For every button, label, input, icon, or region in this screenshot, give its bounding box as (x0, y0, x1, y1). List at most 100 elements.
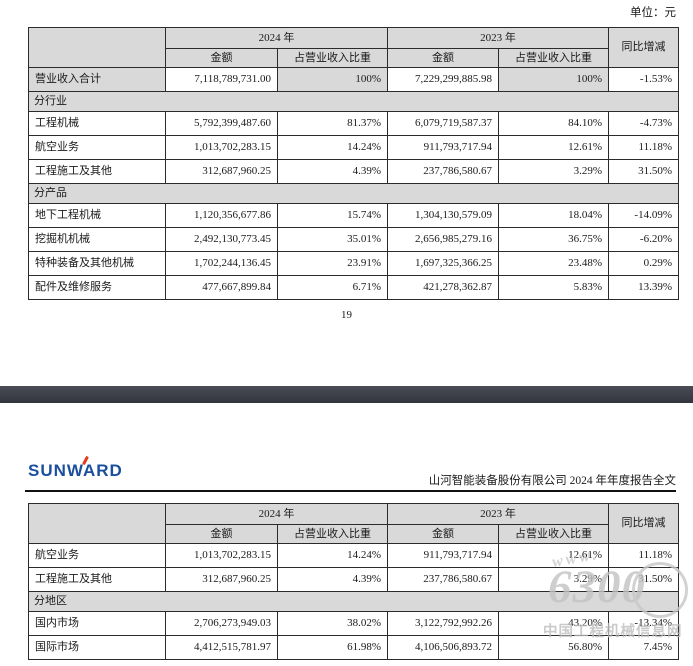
yoy-change: 11.18% (608, 135, 679, 160)
share-2024: 14.24% (277, 543, 388, 568)
amount-2024-header: 金额 (165, 48, 278, 68)
yoy-change: -13.34% (608, 611, 679, 636)
amount-2024: 1,013,702,283.15 (165, 543, 278, 568)
yoy-change: -14.09% (608, 203, 679, 228)
amount-2024: 1,013,702,283.15 (165, 135, 278, 160)
table-row: 国际市场 4,412,515,781.97 61.98% 4,106,506,8… (28, 635, 679, 660)
share-2024-header: 占营业收入比重 (277, 524, 388, 544)
corner-cell (28, 27, 166, 68)
revenue-breakdown-table-page19: 2024 年 2023 年 同比增减 金额 占营业收入比重 金额 占营业收入比重… (28, 27, 679, 300)
yoy-change: -1.53% (608, 67, 679, 92)
section-row: 分行业 (28, 91, 679, 112)
share-2024: 100% (277, 67, 388, 92)
share-2024: 14.24% (277, 135, 388, 160)
share-2024-header: 占营业收入比重 (277, 48, 388, 68)
share-2024: 23.91% (277, 251, 388, 276)
amount-2023: 7,229,299,885.98 (387, 67, 499, 92)
share-2024: 4.39% (277, 159, 388, 184)
share-2023-header: 占营业收入比重 (498, 524, 609, 544)
row-label: 配件及维修服务 (28, 275, 166, 300)
share-2024: 81.37% (277, 111, 388, 136)
yoy-change: 13.39% (608, 275, 679, 300)
amount-2024: 477,667,899.84 (165, 275, 278, 300)
year-2023-header: 2023 年 (387, 27, 609, 49)
share-2023: 12.61% (498, 135, 609, 160)
share-2024: 4.39% (277, 567, 388, 592)
amount-2023-header: 金额 (387, 48, 499, 68)
unit-label: 单位：元 (630, 7, 676, 19)
share-2023: 18.04% (498, 203, 609, 228)
table-row: 航空业务 1,013,702,283.15 14.24% 911,793,717… (28, 135, 679, 160)
row-label: 营业收入合计 (28, 67, 166, 92)
amount-2023: 237,786,580.67 (387, 567, 499, 592)
row-label: 地下工程机械 (28, 203, 166, 228)
table-row: 挖掘机机械 2,492,130,773.45 35.01% 2,656,985,… (28, 227, 679, 252)
table-row: 工程施工及其他 312,687,960.25 4.39% 237,786,580… (28, 159, 679, 184)
amount-2023: 1,304,130,579.09 (387, 203, 499, 228)
table-row: 国内市场 2,706,273,949.03 38.02% 3,122,792,9… (28, 611, 679, 636)
corner-cell (28, 503, 166, 544)
yoy-change: 0.29% (608, 251, 679, 276)
year-2024-header: 2024 年 (165, 503, 388, 525)
share-2023: 56.80% (498, 635, 609, 660)
amount-2023: 6,079,719,587.37 (387, 111, 499, 136)
share-2024: 61.98% (277, 635, 388, 660)
year-2024-header: 2024 年 (165, 27, 388, 49)
amount-2023: 1,697,325,366.25 (387, 251, 499, 276)
row-label: 国际市场 (28, 635, 166, 660)
amount-2023: 4,106,506,893.72 (387, 635, 499, 660)
yoy-header: 同比增减 (608, 503, 679, 544)
share-2023: 3.29% (498, 567, 609, 592)
yoy-change: 31.50% (608, 567, 679, 592)
section-row: 分地区 (28, 591, 679, 612)
row-label: 国内市场 (28, 611, 166, 636)
row-label: 航空业务 (28, 543, 166, 568)
row-label: 航空业务 (28, 135, 166, 160)
share-2024: 35.01% (277, 227, 388, 252)
row-label: 工程施工及其他 (28, 159, 166, 184)
section-row: 分产品 (28, 183, 679, 204)
share-2024: 38.02% (277, 611, 388, 636)
section-label: 分行业 (28, 91, 679, 112)
sunward-logo: SUNWARD (28, 455, 123, 481)
share-2023: 100% (498, 67, 609, 92)
amount-2023: 2,656,985,279.16 (387, 227, 499, 252)
yoy-change: 11.18% (608, 543, 679, 568)
year-2023-header: 2023 年 (387, 503, 609, 525)
table-row: 航空业务 1,013,702,283.15 14.24% 911,793,717… (28, 543, 679, 568)
share-2023: 43.20% (498, 611, 609, 636)
yoy-change: 31.50% (608, 159, 679, 184)
header-rule (25, 490, 676, 492)
share-2023: 23.48% (498, 251, 609, 276)
section-label: 分产品 (28, 183, 679, 204)
yoy-change: 7.45% (608, 635, 679, 660)
yoy-change: -6.20% (608, 227, 679, 252)
amount-2024-header: 金额 (165, 524, 278, 544)
table-row: 配件及维修服务 477,667,899.84 6.71% 421,278,362… (28, 275, 679, 300)
amount-2023: 237,786,580.67 (387, 159, 499, 184)
amount-2024: 2,706,273,949.03 (165, 611, 278, 636)
row-label: 工程施工及其他 (28, 567, 166, 592)
section-label: 分地区 (28, 591, 679, 612)
share-2023: 36.75% (498, 227, 609, 252)
page-separator-band (0, 386, 693, 403)
share-2023-header: 占营业收入比重 (498, 48, 609, 68)
share-2024: 6.71% (277, 275, 388, 300)
table-row: 特种装备及其他机械 1,702,244,136.45 23.91% 1,697,… (28, 251, 679, 276)
yoy-change: -4.73% (608, 111, 679, 136)
share-2024: 15.74% (277, 203, 388, 228)
amount-2024: 7,118,789,731.00 (165, 67, 278, 92)
amount-2023-header: 金额 (387, 524, 499, 544)
amount-2024: 2,492,130,773.45 (165, 227, 278, 252)
share-2023: 12.61% (498, 543, 609, 568)
table-row: 营业收入合计 7,118,789,731.00 100% 7,229,299,8… (28, 67, 679, 92)
amount-2023: 911,793,717.94 (387, 135, 499, 160)
amount-2023: 3,122,792,992.26 (387, 611, 499, 636)
report-title: 山河智能装备股份有限公司 2024 年年度报告全文 (428, 475, 676, 487)
row-label: 挖掘机机械 (28, 227, 166, 252)
amount-2024: 312,687,960.25 (165, 567, 278, 592)
amount-2023: 911,793,717.94 (387, 543, 499, 568)
page-number: 19 (341, 309, 352, 321)
amount-2024: 1,120,356,677.86 (165, 203, 278, 228)
